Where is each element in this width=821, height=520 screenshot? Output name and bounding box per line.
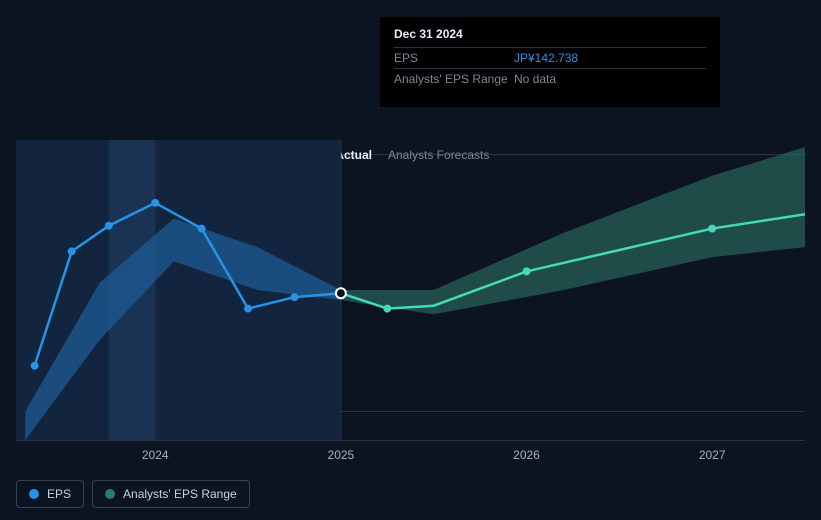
tooltip-row: EPS JP¥142.738 [394,47,706,68]
xtick-label: 2026 [513,448,540,462]
tooltip-value: JP¥142.738 [514,51,706,65]
tooltip-date: Dec 31 2024 [394,27,706,41]
legend-swatch-icon [29,489,39,499]
hover-tooltip: Dec 31 2024 EPS JP¥142.738 Analysts' EPS… [380,17,720,107]
legend-label: Analysts' EPS Range [123,487,237,501]
baseline [16,440,805,441]
xtick-label: 2027 [699,448,726,462]
legend-swatch-icon [105,489,115,499]
xtick-label: 2025 [328,448,355,462]
tooltip-key: EPS [394,51,514,65]
tooltip-key: Analysts' EPS Range [394,72,514,86]
legend-item-eps[interactable]: EPS [16,480,84,508]
tooltip-value: No data [514,72,706,86]
legend-label: EPS [47,487,71,501]
xtick-label: 2024 [142,448,169,462]
tooltip-row: Analysts' EPS Range No data [394,68,706,89]
chart-svg [16,140,805,440]
eps-forecast-chart: JP¥60 JP¥240 Actual Analysts Forecasts 2… [0,0,821,520]
legend-item-range[interactable]: Analysts' EPS Range [92,480,250,508]
legend: EPS Analysts' EPS Range [16,480,250,508]
